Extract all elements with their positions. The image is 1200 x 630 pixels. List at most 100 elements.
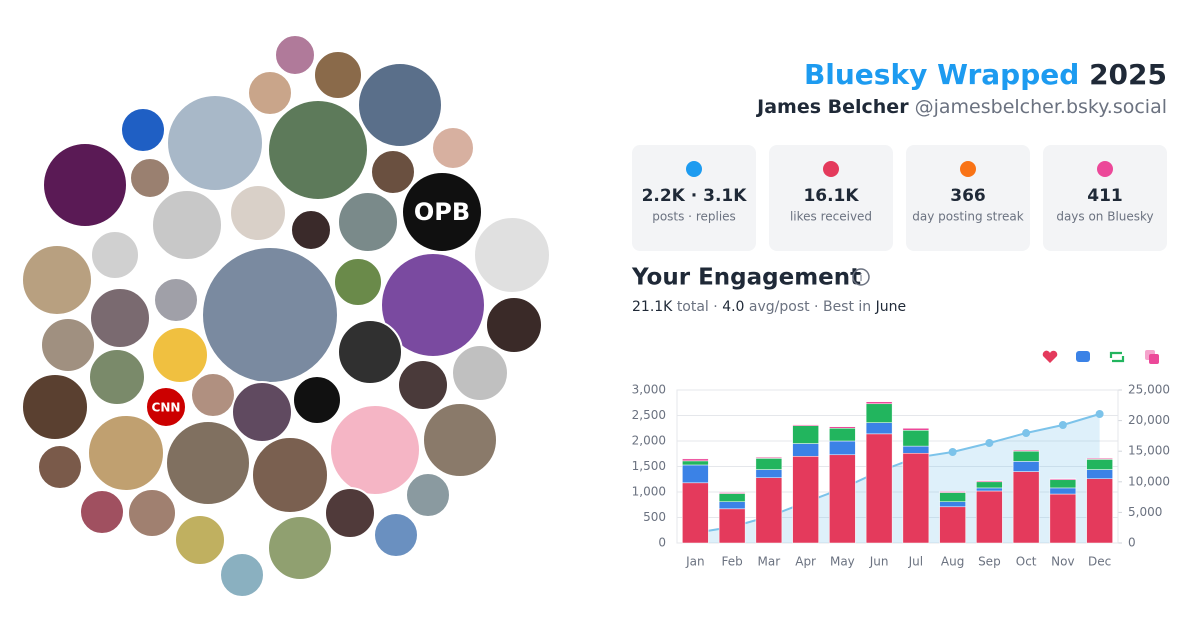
avatar[interactable] <box>290 209 332 251</box>
avatar[interactable] <box>324 487 376 539</box>
y-tick-label: 1,000 <box>632 485 666 499</box>
bar-segment <box>792 456 819 544</box>
avatar[interactable] <box>219 552 265 598</box>
legend-icon[interactable] <box>1149 354 1159 364</box>
bar-segment <box>976 481 1003 489</box>
bar-segment <box>718 501 746 510</box>
avatar[interactable] <box>329 404 421 496</box>
avatar[interactable] <box>380 252 486 358</box>
avatar[interactable] <box>166 94 264 192</box>
avatar[interactable] <box>165 420 251 506</box>
bar-segment <box>1012 471 1040 544</box>
avatar[interactable] <box>422 402 498 478</box>
bar-segment <box>755 458 783 470</box>
avatar[interactable] <box>174 514 226 566</box>
avatar[interactable] <box>292 375 342 425</box>
cumulative-dot <box>1058 421 1067 430</box>
avatar[interactable] <box>485 296 543 354</box>
avatar[interactable] <box>190 372 236 418</box>
legend-icon[interactable] <box>1076 351 1090 362</box>
avatar[interactable] <box>247 70 293 116</box>
avatar[interactable] <box>151 326 209 384</box>
avatar[interactable] <box>267 515 333 581</box>
avatar[interactable] <box>397 359 449 411</box>
bar-segment <box>755 477 783 544</box>
avatar[interactable] <box>267 99 369 201</box>
avatar[interactable] <box>120 107 166 153</box>
avatar[interactable] <box>251 436 329 514</box>
info-icon[interactable] <box>852 268 870 286</box>
avatar[interactable] <box>357 62 443 148</box>
avatar[interactable] <box>37 444 83 490</box>
avatar[interactable] <box>201 246 339 384</box>
stat-icon <box>686 161 702 177</box>
bar-segment <box>1086 469 1113 479</box>
x-tick-label: May <box>830 555 855 569</box>
x-tick-label: Nov <box>1051 555 1074 569</box>
bar-segment <box>682 482 709 544</box>
avatar[interactable] <box>405 472 451 518</box>
avatar-cluster: OPB CNN <box>21 34 551 598</box>
bar-segment <box>976 487 1003 492</box>
bar-segment <box>829 426 856 429</box>
avatar[interactable] <box>151 189 223 261</box>
avatar[interactable] <box>473 216 551 294</box>
avatar[interactable] <box>373 512 419 558</box>
avatar[interactable] <box>153 277 199 323</box>
avatar[interactable] <box>40 317 96 373</box>
avatar[interactable] <box>451 344 509 402</box>
avatar[interactable] <box>79 489 125 535</box>
bar-segment <box>792 425 819 444</box>
bar-segment <box>902 428 930 431</box>
bar-segment <box>1049 478 1077 481</box>
avatar[interactable] <box>337 319 403 385</box>
bar-segment <box>865 403 893 423</box>
avatar[interactable] <box>87 414 165 492</box>
avatar[interactable] <box>231 381 293 443</box>
avatar[interactable] <box>401 171 483 253</box>
avatar[interactable] <box>337 191 399 253</box>
y-tick-label: 2,000 <box>632 434 666 448</box>
avatar[interactable] <box>21 244 93 316</box>
y2-tick-label: 20,000 <box>1128 413 1170 427</box>
avatar[interactable] <box>42 142 128 228</box>
stat-label: likes received <box>790 210 872 224</box>
avatar[interactable] <box>145 386 187 428</box>
avatar[interactable] <box>333 257 383 307</box>
avatar[interactable] <box>223 497 269 543</box>
avatar[interactable] <box>313 50 363 100</box>
legend-icon[interactable] <box>1042 350 1058 363</box>
avatar[interactable] <box>370 149 416 195</box>
stat-card <box>1043 145 1167 251</box>
bar-segment <box>682 460 709 466</box>
bar-segment <box>939 492 966 502</box>
x-tick-label: Apr <box>795 555 816 569</box>
bar-segment <box>939 491 966 493</box>
avatar[interactable] <box>229 184 287 242</box>
year: 2025 <box>1089 58 1167 91</box>
bar-segment <box>1012 450 1040 462</box>
bar-segment <box>939 506 966 544</box>
bar-segment <box>682 458 709 462</box>
avatar[interactable] <box>90 230 140 280</box>
stat-card <box>632 145 756 251</box>
avatar[interactable] <box>129 157 171 199</box>
avatar[interactable] <box>431 126 475 170</box>
avatar[interactable] <box>21 373 89 441</box>
bar-segment <box>755 457 783 459</box>
bar-segment <box>1012 449 1040 452</box>
legend-icon[interactable] <box>1109 351 1125 363</box>
avatar[interactable] <box>88 348 146 406</box>
cumulative-dot <box>1022 429 1031 438</box>
y2-tick-label: 0 <box>1128 536 1136 550</box>
x-tick-label: Mar <box>758 555 781 569</box>
info-icon-i: i <box>859 271 862 284</box>
section-title: Your Engagement <box>631 265 861 291</box>
avatar[interactable] <box>89 287 151 349</box>
avatar[interactable] <box>274 34 316 76</box>
bar-segment <box>718 492 746 494</box>
avatar[interactable] <box>127 488 177 538</box>
bar-segment <box>718 493 746 502</box>
y-tick-label: 1,500 <box>632 459 666 473</box>
